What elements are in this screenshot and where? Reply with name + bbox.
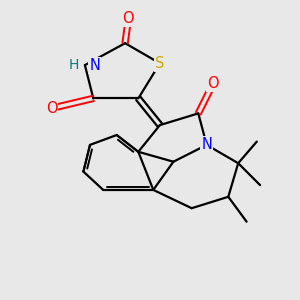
Text: S: S xyxy=(155,56,165,71)
Text: O: O xyxy=(208,76,219,91)
Text: N: N xyxy=(201,137,212,152)
Text: O: O xyxy=(46,101,57,116)
Text: H: H xyxy=(69,58,80,72)
Text: N: N xyxy=(89,58,100,73)
Text: O: O xyxy=(123,11,134,26)
